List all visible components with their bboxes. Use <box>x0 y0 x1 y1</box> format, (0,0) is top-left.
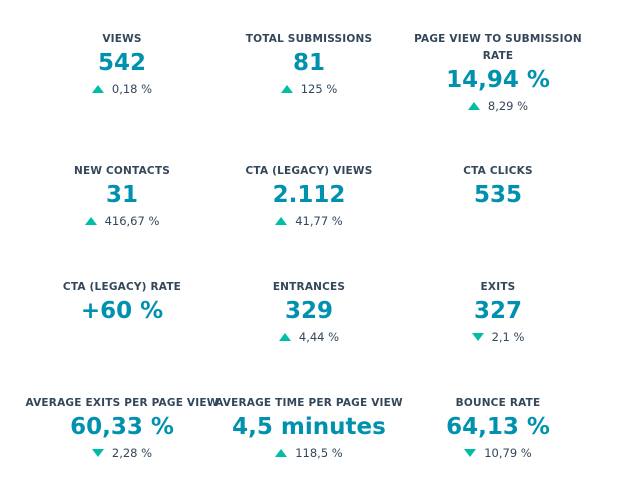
kpi-change: 0,18 % <box>22 81 222 97</box>
kpi-label: EXITS <box>480 281 516 293</box>
kpi-page-view-to-submission-rate: PAGE VIEW TO SUBMISSION RATE 14,94 % 8,2… <box>398 31 598 114</box>
kpi-average-time-per-page-view: AVERAGE TIME PER PAGE VIEW 4,5 minutes 1… <box>209 395 409 461</box>
kpi-change-text: 4,44 % <box>298 330 340 344</box>
up-arrow-icon <box>84 217 97 225</box>
down-arrow-icon <box>91 449 104 457</box>
kpi-label: PAGE VIEW TO SUBMISSION RATE <box>414 33 582 62</box>
kpi-value: 14,94 % <box>446 67 550 93</box>
up-arrow-icon <box>467 102 480 110</box>
kpi-total-submissions: TOTAL SUBMISSIONS 81 125 % <box>209 31 409 97</box>
kpi-change: 118,5 % <box>209 445 409 461</box>
kpi-value: 327 <box>473 298 522 324</box>
down-arrow-icon <box>464 449 477 457</box>
kpi-label: CTA CLICKS <box>463 165 533 177</box>
kpi-change: 8,29 % <box>398 98 598 114</box>
kpi-value: 535 <box>473 182 522 208</box>
kpi-change-text: 0,18 % <box>111 82 153 96</box>
kpi-cta-clicks: CTA CLICKS 535 <box>398 163 598 210</box>
kpi-value: 60,33 % <box>70 414 174 440</box>
kpi-change: 125 % <box>209 81 409 97</box>
kpi-label: AVERAGE EXITS PER PAGE VIEW <box>25 397 219 409</box>
kpi-new-contacts: NEW CONTACTS 31 416,67 % <box>22 163 222 229</box>
up-arrow-icon <box>275 217 288 225</box>
kpi-views: VIEWS 542 0,18 % <box>22 31 222 97</box>
kpi-value: 64,13 % <box>446 414 550 440</box>
kpi-label: ENTRANCES <box>272 281 346 293</box>
kpi-value: 31 <box>105 182 138 208</box>
up-arrow-icon <box>278 333 291 341</box>
kpi-change-text: 10,79 % <box>484 446 532 460</box>
kpi-change-text: 8,29 % <box>487 99 529 113</box>
kpi-change: 2,28 % <box>22 445 222 461</box>
kpi-change-text: 41,77 % <box>295 214 343 228</box>
up-arrow-icon <box>91 85 104 93</box>
kpi-change-text: 118,5 % <box>295 446 343 460</box>
kpi-label: TOTAL SUBMISSIONS <box>245 33 373 45</box>
kpi-change: 2,1 % <box>398 329 598 345</box>
up-arrow-icon <box>275 449 288 457</box>
kpi-change: 4,44 % <box>209 329 409 345</box>
kpi-change: 41,77 % <box>209 213 409 229</box>
kpi-cta-legacy-views: CTA (LEGACY) VIEWS 2.112 41,77 % <box>209 163 409 229</box>
kpi-entrances: ENTRANCES 329 4,44 % <box>209 279 409 345</box>
kpi-change-text: 2,1 % <box>491 330 525 344</box>
kpi-average-exits-per-page-view: AVERAGE EXITS PER PAGE VIEW 60,33 % 2,28… <box>22 395 222 461</box>
up-arrow-icon <box>280 85 293 93</box>
kpi-label: BOUNCE RATE <box>455 397 541 409</box>
kpi-label: AVERAGE TIME PER PAGE VIEW <box>215 397 403 409</box>
kpi-change-text: 2,28 % <box>111 446 153 460</box>
kpi-value: +60 % <box>80 298 164 324</box>
kpi-value: 2.112 <box>272 182 346 208</box>
kpi-bounce-rate: BOUNCE RATE 64,13 % 10,79 % <box>398 395 598 461</box>
kpi-value: 542 <box>97 50 146 76</box>
kpi-label: NEW CONTACTS <box>74 165 170 177</box>
kpi-label: CTA (LEGACY) RATE <box>62 281 182 293</box>
kpi-value: 4,5 minutes <box>232 414 386 440</box>
kpi-change: 10,79 % <box>398 445 598 461</box>
kpi-value: 329 <box>284 298 333 324</box>
kpi-cta-legacy-rate: CTA (LEGACY) RATE +60 % <box>22 279 222 326</box>
kpi-change-text: 125 % <box>300 82 338 96</box>
kpi-change: 416,67 % <box>22 213 222 229</box>
kpi-value: 81 <box>292 50 325 76</box>
kpi-exits: EXITS 327 2,1 % <box>398 279 598 345</box>
kpi-label: CTA (LEGACY) VIEWS <box>245 165 373 177</box>
kpi-label: VIEWS <box>102 33 142 45</box>
kpi-change-text: 416,67 % <box>104 214 160 228</box>
down-arrow-icon <box>471 333 484 341</box>
